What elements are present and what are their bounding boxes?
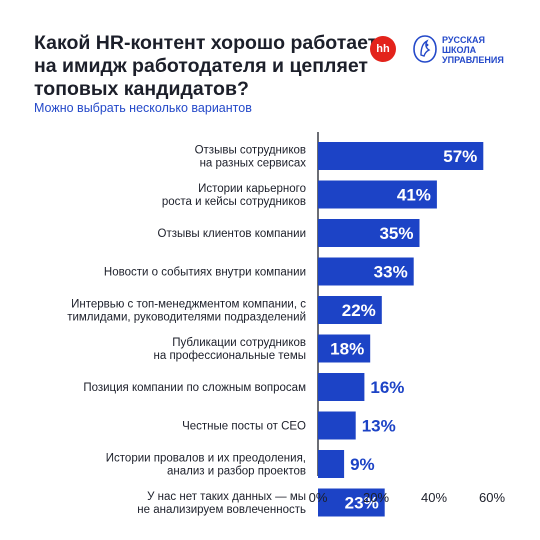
page-title: Какой HR-контент хорошо работает на имид… (34, 32, 378, 100)
x-tick-label: 40% (421, 490, 447, 505)
category-label: Истории карьерного (198, 183, 306, 195)
category-label: Честные посты от CEO (182, 421, 306, 433)
rsu-line-2: ШКОЛА (442, 45, 477, 55)
bar (318, 142, 484, 170)
category-label: Интервью с топ-менеджментом компании, с (71, 299, 306, 311)
rsu-line-3: УПРАВЛЕНИЯ (442, 55, 504, 65)
bar-value-label: 13% (362, 417, 396, 436)
bar-value-label: 22% (342, 301, 376, 320)
bar-value-label: 16% (370, 378, 404, 397)
bar (318, 257, 414, 286)
bar (318, 450, 345, 478)
bar (318, 219, 420, 247)
category-label: не анализируем вовлеченность (137, 504, 306, 516)
rsu-logo-text: РУССКАЯ ШКОЛА УПРАВЛЕНИЯ (442, 35, 504, 65)
bar (318, 488, 385, 517)
hh-logo: hh (370, 36, 396, 62)
x-tick-label: 0% (309, 490, 328, 505)
category-label: тимлидами, руководителями подразделений (67, 312, 306, 324)
x-tick-label: 20% (363, 490, 389, 505)
bar-value-label: 18% (330, 340, 364, 359)
bar (318, 373, 365, 401)
bar-value-label: 9% (350, 455, 375, 474)
category-label: на разных сервисах (200, 158, 307, 170)
category-label: анализ и разбор проектов (167, 466, 306, 478)
rsu-line-1: РУССКАЯ (442, 35, 485, 45)
category-label: Новости о событиях внутри компании (104, 267, 306, 279)
category-label: Публикации сотрудников (172, 337, 306, 349)
bar (318, 180, 437, 209)
category-label: роста и кейсы сотрудников (162, 196, 306, 208)
category-label: У нас нет таких данных — мы (147, 491, 306, 503)
x-tick-label: 60% (479, 490, 505, 505)
bar-value-label: 57% (443, 147, 477, 166)
bar-value-label: 23% (345, 494, 379, 513)
bar-value-label: 41% (397, 186, 431, 205)
subtitle: Можно выбрать несколько вариантов (34, 101, 252, 115)
bar-value-label: 35% (379, 224, 413, 243)
category-label: Отзывы клиентов компании (158, 228, 306, 240)
bar (318, 296, 382, 324)
category-label: Истории провалов и их преодоления, (106, 453, 306, 465)
bar (318, 334, 371, 363)
category-label: Позиция компании по сложным вопросам (83, 382, 306, 394)
bar-value-label: 33% (374, 263, 408, 282)
category-label: Отзывы сотрудников (195, 145, 306, 157)
bar (318, 411, 356, 440)
category-label: на профессиональные темы (154, 350, 307, 362)
rsu-emblem-icon (413, 35, 437, 63)
